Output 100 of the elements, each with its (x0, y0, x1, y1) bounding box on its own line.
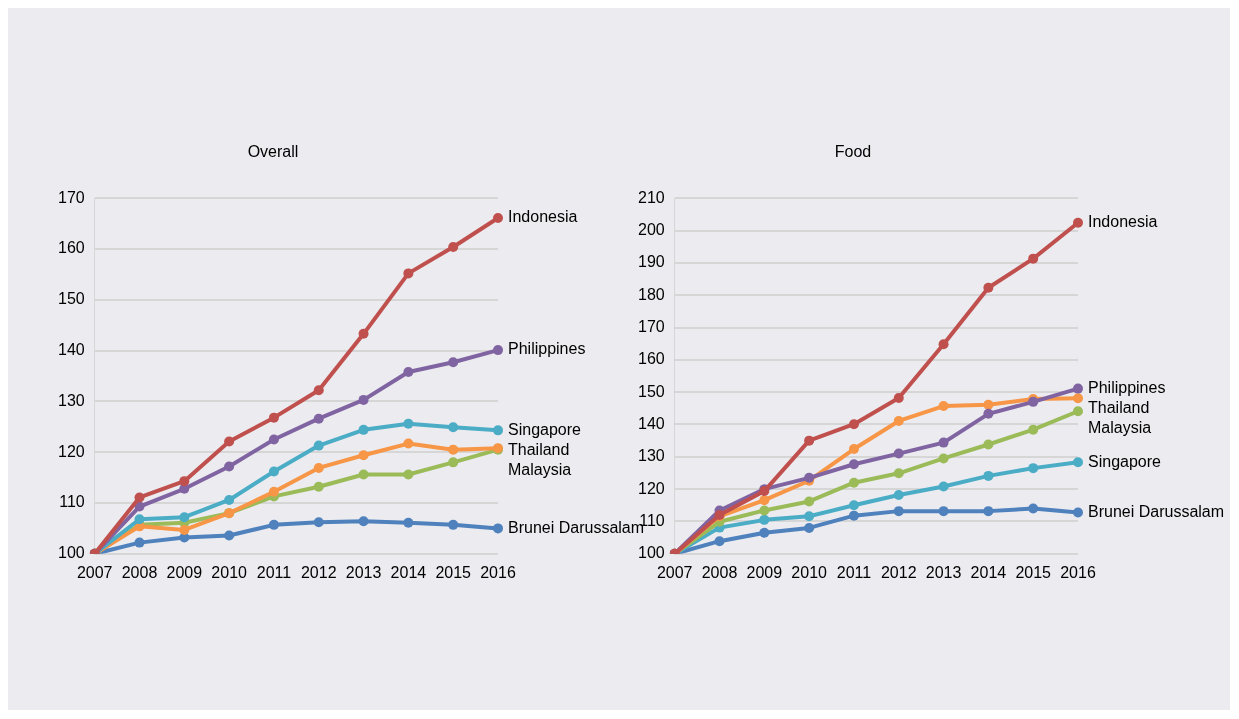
point (804, 522, 815, 533)
point (804, 511, 815, 522)
x-tick-label: 2010 (211, 563, 248, 581)
point (1073, 457, 1083, 468)
point (448, 357, 459, 368)
point (448, 519, 459, 530)
point (403, 418, 414, 429)
point (403, 469, 414, 480)
point (893, 506, 904, 517)
point (313, 440, 324, 451)
x-tick-label: 2007 (656, 563, 693, 581)
point (714, 536, 725, 547)
point (358, 469, 369, 480)
point (358, 424, 369, 435)
point (268, 486, 279, 497)
series-label: Singapore (1088, 452, 1162, 470)
y-tick-label: 150 (637, 382, 665, 400)
point (1073, 393, 1083, 404)
point (448, 422, 459, 433)
y-tick-label: 140 (637, 414, 665, 432)
x-tick-label: 2014 (970, 563, 1007, 581)
point (403, 366, 414, 377)
point (313, 462, 324, 473)
y-tick-label: 100 (57, 544, 85, 562)
point (403, 268, 414, 279)
series-label: Thailand (1088, 399, 1150, 417)
y-tick-label: 140 (57, 341, 85, 359)
point (759, 505, 770, 516)
point (848, 444, 859, 455)
x-tick-label: 2009 (166, 563, 203, 581)
point (1028, 424, 1039, 435)
point (179, 512, 190, 523)
x-tick-label: 2014 (390, 563, 427, 581)
point (1073, 507, 1083, 518)
y-tick-label: 100 (637, 544, 665, 562)
point (804, 435, 815, 446)
point (938, 339, 949, 350)
point (448, 241, 459, 252)
point (224, 530, 235, 541)
point (358, 394, 369, 405)
y-tick-label: 210 (637, 188, 665, 206)
point (983, 282, 994, 293)
y-tick-label: 120 (57, 442, 85, 460)
point (759, 527, 770, 538)
point (448, 457, 459, 468)
point (759, 495, 770, 506)
point (938, 506, 949, 517)
point (1028, 463, 1039, 474)
point (983, 506, 994, 517)
y-tick-label: 150 (57, 290, 85, 308)
x-tick-label: 2008 (701, 563, 738, 581)
point (893, 448, 904, 459)
x-tick-label: 2016 (480, 563, 516, 581)
point (1028, 503, 1039, 514)
point (313, 517, 324, 528)
point (358, 516, 369, 527)
chart-title: Overall (247, 143, 299, 161)
point (493, 523, 503, 534)
series-label: Brunei Darussalam (1088, 502, 1225, 520)
x-tick-label: 2012 (880, 563, 917, 581)
point (1028, 253, 1039, 264)
point (224, 461, 235, 472)
point (403, 517, 414, 528)
point (848, 459, 859, 470)
point (358, 450, 369, 461)
y-tick-label: 160 (57, 239, 85, 257)
y-tick-label: 120 (637, 479, 665, 497)
y-tick-label: 110 (59, 493, 85, 511)
point (268, 434, 279, 445)
point (493, 345, 503, 356)
point (848, 510, 859, 521)
point (313, 481, 324, 492)
point (848, 500, 859, 511)
point (938, 453, 949, 464)
point (448, 444, 459, 455)
y-tick-label: 170 (57, 188, 85, 206)
series-label: Philippines (508, 340, 586, 358)
x-tick-label: 2016 (1060, 563, 1096, 581)
x-tick-label: 2012 (300, 563, 337, 581)
point (358, 328, 369, 339)
x-tick-label: 2010 (791, 563, 828, 581)
point (224, 494, 235, 505)
point (983, 470, 994, 481)
point (893, 392, 904, 403)
point (403, 438, 414, 449)
point (268, 412, 279, 423)
point (983, 399, 994, 410)
point (134, 492, 145, 503)
series-label: Indonesia (1088, 213, 1158, 231)
x-tick-label: 2013 (345, 563, 382, 581)
point (759, 514, 770, 525)
point (848, 477, 859, 488)
point (134, 514, 145, 525)
series-label: Philippines (1088, 379, 1166, 397)
y-tick-label: 190 (637, 253, 665, 271)
point (268, 519, 279, 530)
series-label: Indonesia (508, 208, 578, 226)
y-tick-label: 130 (637, 447, 665, 465)
y-tick-label: 170 (637, 317, 665, 335)
point (893, 468, 904, 479)
